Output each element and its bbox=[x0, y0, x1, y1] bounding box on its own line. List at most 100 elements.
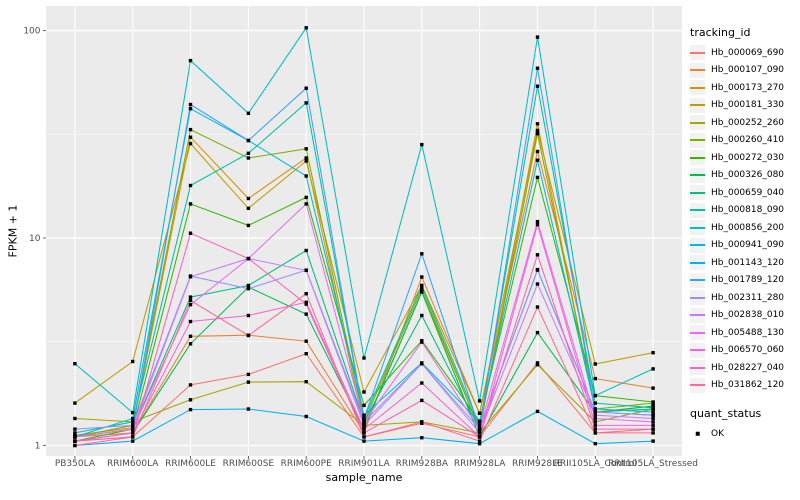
data-point bbox=[304, 174, 308, 178]
data-point bbox=[362, 431, 366, 435]
data-point bbox=[535, 84, 540, 88]
data-point bbox=[362, 356, 366, 360]
x-tick-label: RRIM600PE bbox=[281, 459, 333, 469]
data-point bbox=[304, 380, 308, 384]
x-tick-label: PB350LA bbox=[55, 459, 96, 469]
legend-key bbox=[690, 80, 705, 96]
data-point bbox=[304, 156, 308, 160]
legend-key-line bbox=[690, 366, 705, 369]
data-point bbox=[131, 435, 135, 439]
data-point bbox=[651, 351, 655, 355]
data-point bbox=[246, 372, 251, 377]
data-point bbox=[593, 427, 597, 431]
data-point bbox=[420, 398, 424, 403]
data-point bbox=[304, 202, 308, 206]
data-point bbox=[651, 416, 655, 421]
data-point bbox=[420, 142, 424, 147]
data-points bbox=[73, 26, 655, 448]
legend-entry: Hb_000181_330 bbox=[690, 97, 800, 115]
legend-key-line bbox=[690, 191, 705, 194]
data-point bbox=[477, 423, 482, 428]
data-point bbox=[246, 138, 251, 143]
legend-entry: Hb_002311_280 bbox=[690, 289, 800, 307]
data-point bbox=[535, 158, 540, 162]
legend-entry-label: Hb_031862_120 bbox=[711, 380, 785, 391]
data-point bbox=[651, 439, 655, 443]
data-point bbox=[651, 406, 655, 410]
data-point bbox=[246, 223, 251, 228]
axis-ticks-and-labels: 1 10 100 PB350LA RRIM600LA RRIM600LE RRIM600SE… bbox=[23, 27, 698, 470]
data-point bbox=[651, 410, 655, 414]
data-point bbox=[420, 287, 424, 291]
legend-entry: Hb_000252_260 bbox=[690, 114, 800, 132]
data-point bbox=[362, 416, 366, 421]
data-point bbox=[651, 420, 655, 424]
data-point bbox=[535, 253, 540, 257]
data-point bbox=[246, 380, 251, 384]
data-point bbox=[73, 401, 77, 405]
data-point bbox=[246, 151, 251, 155]
data-point bbox=[246, 407, 251, 411]
data-point bbox=[535, 409, 540, 414]
data-point bbox=[593, 413, 597, 417]
data-point bbox=[73, 431, 77, 435]
legend-key bbox=[690, 220, 705, 236]
data-point bbox=[593, 401, 597, 405]
legend-entry-label: Hb_002838_010 bbox=[711, 310, 785, 321]
data-point bbox=[73, 427, 77, 431]
x-tick-label: RRIM928LE bbox=[512, 459, 563, 469]
legend-key-line bbox=[690, 69, 705, 72]
legend-key bbox=[690, 307, 705, 323]
data-point bbox=[535, 361, 540, 365]
legend-key bbox=[690, 167, 705, 183]
legend-key bbox=[690, 255, 705, 271]
data-point bbox=[304, 268, 308, 273]
data-point bbox=[188, 295, 193, 299]
data-point bbox=[535, 175, 540, 180]
data-point bbox=[188, 275, 193, 279]
data-point bbox=[246, 256, 251, 261]
x-tick-label: RRIM600SE bbox=[223, 459, 275, 469]
data-point bbox=[188, 407, 193, 412]
legend-entry: Hb_002838_010 bbox=[690, 307, 800, 325]
legend-entry-label: Hb_000252_260 bbox=[711, 117, 785, 128]
data-point bbox=[651, 404, 655, 408]
data-point bbox=[304, 339, 308, 343]
legend-entry: Hb_000818_090 bbox=[690, 202, 800, 220]
data-point bbox=[73, 416, 77, 421]
data-point bbox=[420, 436, 424, 440]
legend-entry: Hb_006570_060 bbox=[690, 342, 800, 360]
data-point bbox=[304, 26, 308, 30]
data-point bbox=[535, 222, 540, 227]
data-point bbox=[535, 66, 540, 70]
legend-entry-label: Hb_000818_090 bbox=[711, 205, 785, 216]
data-point bbox=[131, 359, 135, 364]
data-point bbox=[188, 135, 193, 139]
data-point bbox=[420, 362, 424, 366]
data-point bbox=[593, 407, 597, 411]
data-point bbox=[304, 147, 308, 151]
data-point bbox=[535, 122, 540, 126]
data-point bbox=[535, 282, 540, 286]
data-point bbox=[593, 442, 597, 446]
data-point bbox=[304, 312, 308, 316]
legend-key bbox=[690, 62, 705, 78]
legend-entry-label: Hb_000326_080 bbox=[711, 170, 785, 181]
legend-key bbox=[690, 272, 705, 288]
legend-entry: Hb_000173_270 bbox=[690, 79, 800, 97]
data-point bbox=[73, 362, 77, 366]
legend-entry-label: Hb_000856_200 bbox=[711, 222, 785, 233]
legend-key-line bbox=[690, 261, 705, 264]
legend-key bbox=[690, 132, 705, 148]
grid-horizontal-major bbox=[46, 29, 682, 447]
data-point bbox=[304, 248, 308, 253]
data-point bbox=[651, 367, 655, 371]
data-point bbox=[131, 427, 135, 431]
legend-key bbox=[690, 426, 705, 441]
legend-entry-label: Hb_000069_690 bbox=[711, 47, 785, 58]
legend-entry: Hb_028227_040 bbox=[690, 359, 800, 377]
legend-key bbox=[690, 360, 705, 376]
data-point bbox=[477, 439, 482, 443]
data-point bbox=[188, 383, 193, 387]
